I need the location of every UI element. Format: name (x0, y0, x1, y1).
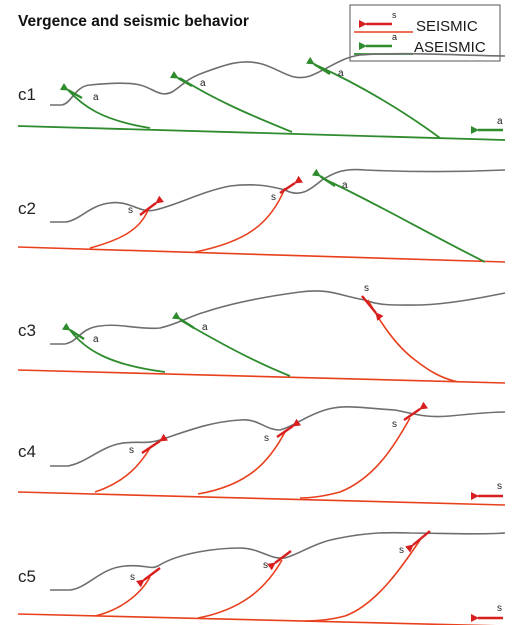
slip-letter-c5-2: s (263, 560, 268, 571)
fault-c1-2 (179, 77, 293, 133)
fault-c5-2 (197, 559, 283, 619)
decollement-c5 (17, 613, 497, 625)
slip-arrow-c5-2-icon (267, 550, 292, 571)
panel-label-c3: c3 (18, 321, 36, 340)
panel-label-c4: c4 (18, 442, 36, 461)
legend: s SEISMIC a ASEISMIC (349, 4, 501, 62)
fault-c2-3 (321, 177, 486, 263)
slip-letter-c4-1: s (129, 445, 134, 456)
panel-c5: c5 s s s s (17, 530, 506, 625)
basal-letter-c4: s (497, 481, 502, 492)
fault-c2-1 (89, 209, 149, 249)
slip-arrow-c1-1-icon (59, 83, 83, 100)
fault-c3-1 (69, 329, 166, 373)
fault-c3-2 (179, 319, 291, 377)
fault-c1-3 (317, 65, 441, 139)
basal-letter-c1: a (497, 116, 503, 127)
slip-letter-c1-2: a (200, 78, 206, 89)
fault-c1-1 (67, 89, 151, 129)
slip-letter-c5-3: s (399, 545, 404, 556)
legend-box (349, 4, 501, 62)
decollement-c2 (17, 246, 506, 263)
slip-letter-c3-3: s (364, 283, 369, 294)
slip-arrow-c4-1-icon (141, 433, 169, 454)
slip-letter-c5-1: s (130, 572, 135, 583)
slip-arrow-c2-2-icon (279, 175, 304, 194)
legend-aseismic-label: ASEISMIC (414, 39, 486, 56)
slip-letter-c1-3: a (338, 68, 344, 79)
topography-c1 (50, 52, 506, 106)
topography-c4 (50, 406, 506, 467)
slip-arrow-c5-1-icon (136, 567, 161, 588)
decollement-c4 (17, 491, 506, 506)
slip-arrow-c3-1-icon (61, 322, 85, 341)
panel-c1: c1 a a a a (17, 52, 506, 141)
slip-arrow-c1-2-icon (169, 71, 193, 88)
slip-arrow-c1-3-icon (305, 56, 331, 76)
figure-title: Vergence and seismic behavior (18, 13, 249, 30)
slip-letter-c3-2: a (202, 322, 208, 333)
slip-arrow-c3-3-icon (361, 295, 384, 321)
panel-c3: c3 a a s (17, 283, 506, 384)
slip-letter-c2-2: s (271, 192, 276, 203)
slip-letter-c4-3: s (392, 419, 397, 430)
topography-c3 (50, 290, 506, 345)
slip-letter-c2-1: s (128, 205, 133, 216)
slip-letter-c4-2: s (264, 433, 269, 444)
slip-arrow-c4-2-icon (276, 418, 302, 438)
panel-label-c2: c2 (18, 199, 36, 218)
fault-c4-3 (299, 417, 411, 499)
legend-aseismic-letter: a (392, 32, 397, 42)
slip-arrow-c2-1-icon (139, 195, 164, 216)
slip-arrow-c2-3-icon (311, 168, 336, 187)
legend-seismic-label: SEISMIC (416, 18, 478, 35)
panel-c4: c4 s s s s (17, 401, 506, 506)
decollement-c1 (17, 125, 506, 141)
slip-letter-c2-3: a (342, 180, 348, 191)
panel-label-c1: c1 (18, 85, 36, 104)
slip-arrow-c4-3-icon (403, 401, 429, 421)
slip-arrow-c5-3-icon (405, 530, 431, 553)
fault-c4-1 (94, 447, 151, 493)
fault-c4-2 (197, 431, 286, 495)
fault-c5-1 (94, 576, 151, 617)
slip-letter-c1-1: a (93, 92, 99, 103)
fault-c5-3 (304, 539, 421, 622)
panel-label-c5: c5 (18, 567, 36, 586)
basal-letter-c5: s (497, 603, 502, 614)
slip-arrow-c3-2-icon (171, 311, 195, 330)
fault-c2-2 (194, 187, 286, 253)
panel-c2: c2 s s a (17, 168, 506, 263)
decollement-c3 (17, 369, 506, 384)
topography-c2 (50, 168, 506, 223)
legend-seismic-letter: s (392, 10, 397, 20)
legend-seismic-arrow-icon (354, 20, 413, 33)
topography-c5 (50, 531, 506, 591)
slip-letter-c3-1: a (93, 334, 99, 345)
fault-c3-3 (367, 299, 459, 383)
